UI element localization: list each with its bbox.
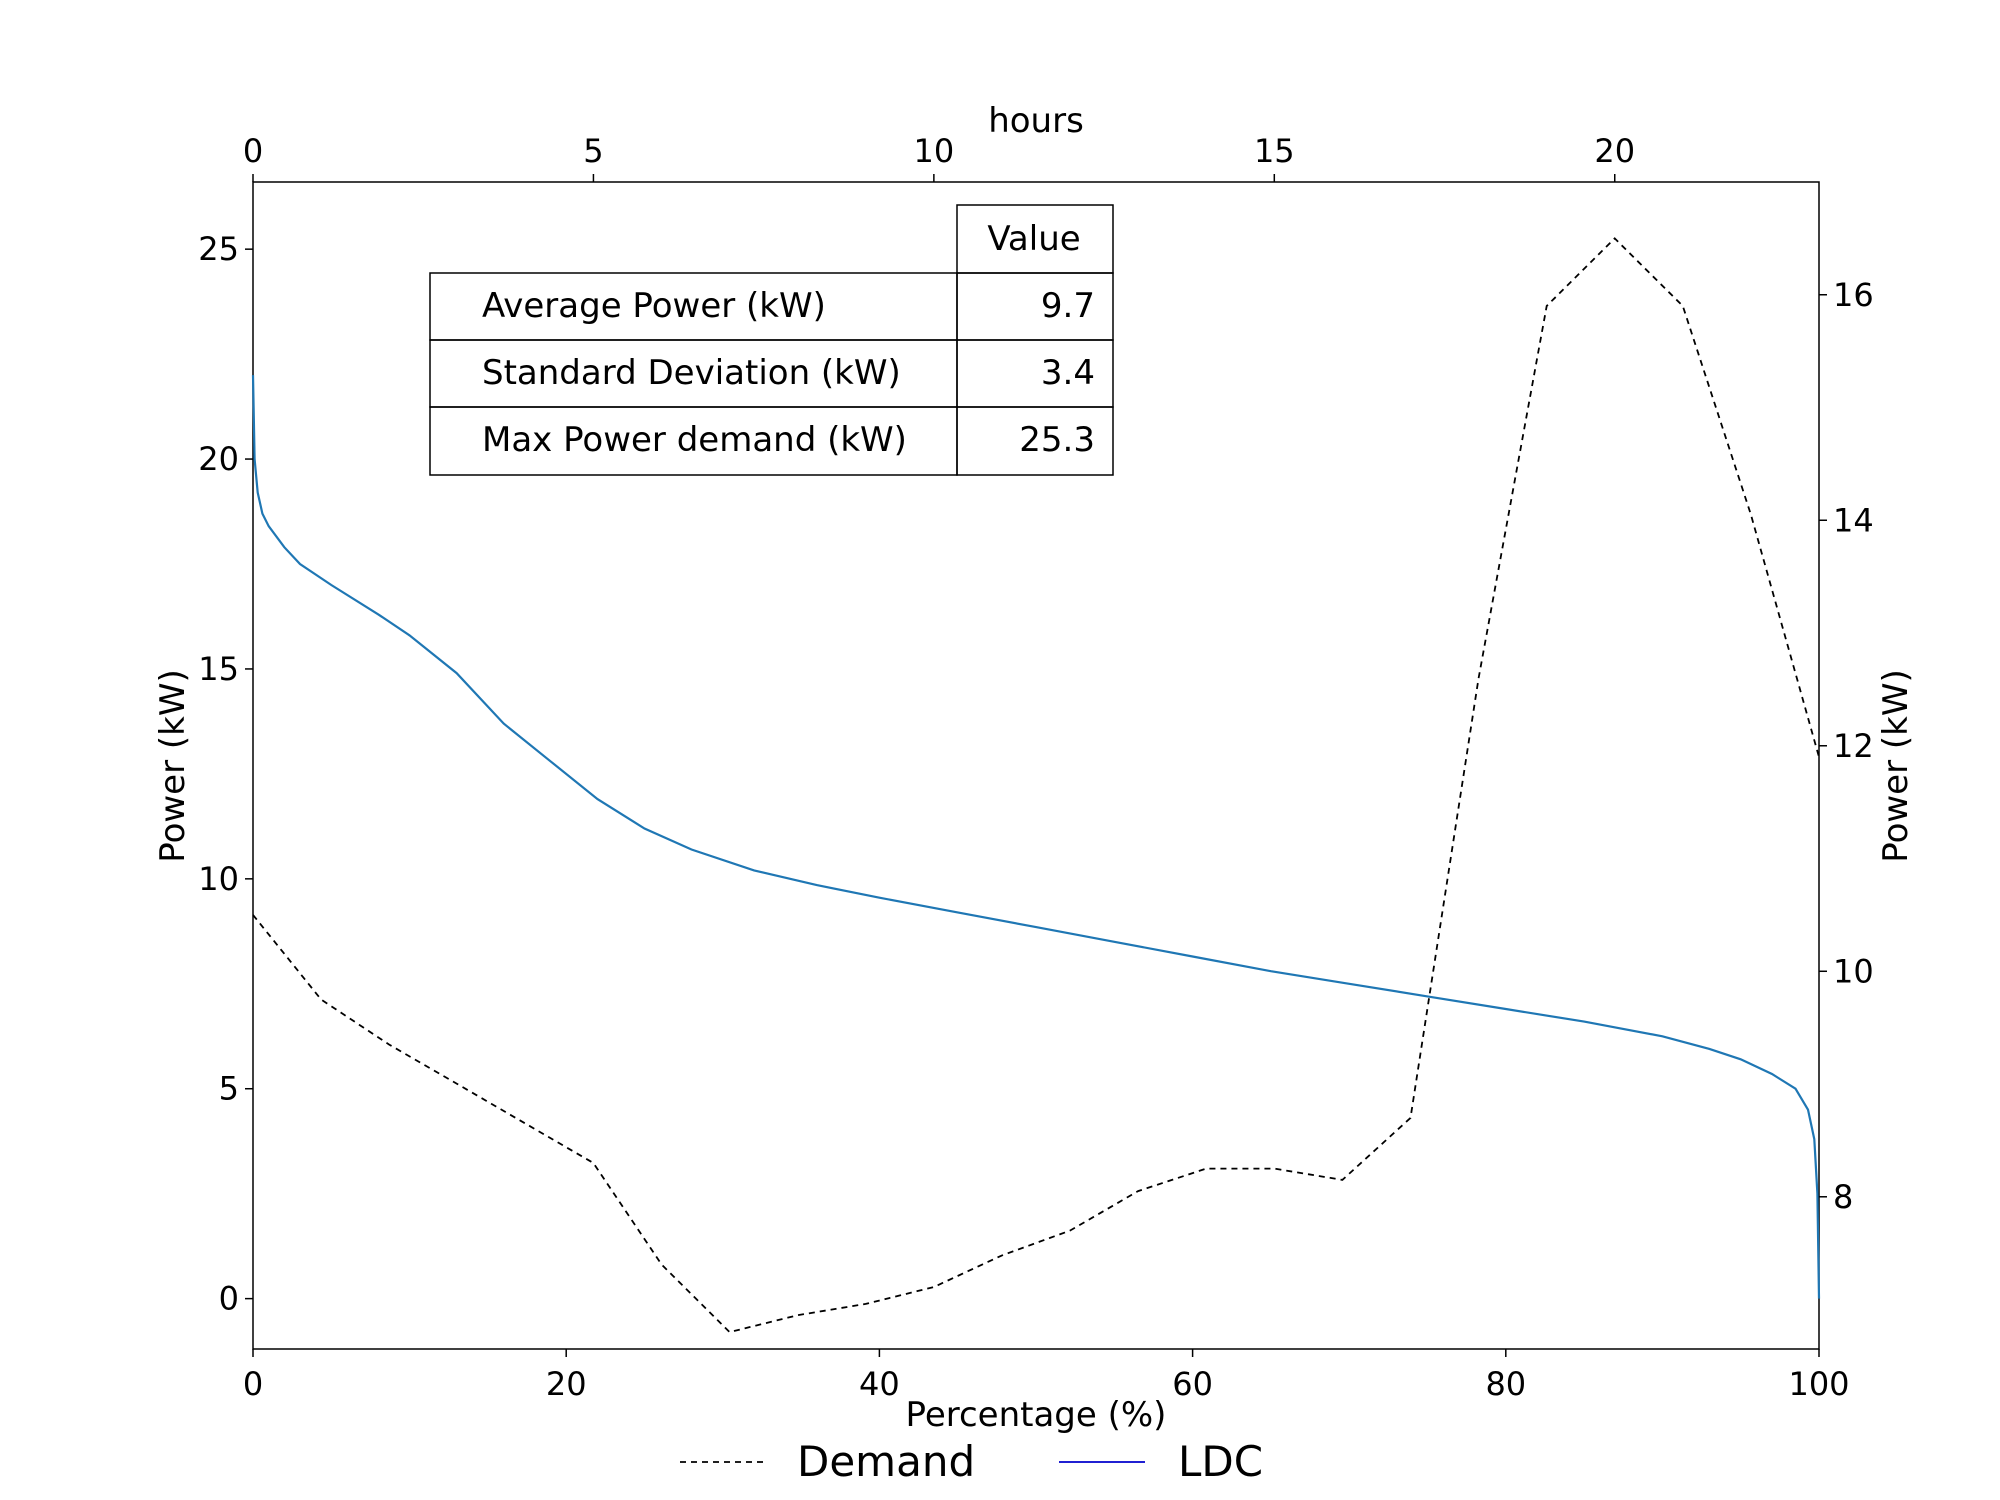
y-right-tick-label: 12 bbox=[1833, 727, 1874, 765]
y-left-tick-label: 25 bbox=[198, 230, 239, 268]
y-left-tick-label: 5 bbox=[219, 1070, 239, 1108]
x-top-tick-label: 10 bbox=[914, 132, 955, 170]
y-right-tick-label: 14 bbox=[1833, 501, 1874, 539]
y-left-axis-label: Power (kW) bbox=[153, 669, 193, 862]
x-top-axis-label: hours bbox=[988, 101, 1084, 141]
y-left-tick-label: 10 bbox=[198, 860, 239, 898]
demand-series bbox=[252, 237, 1820, 1334]
y-right-tick-label: 16 bbox=[1833, 276, 1874, 314]
x-bottom-tick-label: 0 bbox=[243, 1365, 263, 1403]
legend-ldc-label: LDC bbox=[1178, 1437, 1263, 1486]
x-bottom-ticks: 0 20 40 60 80 100 bbox=[243, 1349, 1850, 1403]
x-bottom-tick-label: 40 bbox=[859, 1365, 900, 1403]
y-right-tick-label: 10 bbox=[1833, 952, 1874, 990]
table-value-cell bbox=[956, 406, 1114, 476]
table-row-value: 25.3 bbox=[1019, 420, 1095, 460]
y-left-ticks: 0 5 10 15 20 25 bbox=[198, 230, 253, 1318]
ldc-series bbox=[251, 375, 1821, 1299]
table-row-value: 9.7 bbox=[1041, 286, 1095, 326]
x-bottom-tick-label: 60 bbox=[1172, 1365, 1213, 1403]
legend-demand-label: Demand bbox=[797, 1437, 975, 1486]
x-bottom-axis-label: Percentage (%) bbox=[906, 1395, 1167, 1435]
table-row-value: 3.4 bbox=[1041, 353, 1095, 393]
table-row-label: Standard Deviation (kW) bbox=[482, 353, 901, 393]
demand-line bbox=[252, 237, 1820, 1334]
x-top-tick-label: 15 bbox=[1254, 132, 1295, 170]
x-bottom-tick-label: 80 bbox=[1485, 1365, 1526, 1403]
table-header-label: Value bbox=[987, 219, 1080, 259]
y-left-tick-label: 0 bbox=[219, 1280, 239, 1318]
legend: Demand LDC bbox=[680, 1437, 1263, 1486]
x-bottom-tick-label: 100 bbox=[1788, 1365, 1849, 1403]
x-top-tick-label: 0 bbox=[243, 132, 263, 170]
x-top-tick-label: 20 bbox=[1594, 132, 1635, 170]
y-right-ticks: 8 10 12 14 16 bbox=[1819, 276, 1874, 1216]
y-right-axis-label: Power (kW) bbox=[1876, 669, 1916, 862]
plot-frame bbox=[252, 181, 1820, 1350]
x-top-ticks: 0 5 10 15 20 bbox=[243, 132, 1635, 182]
table-row-label: Average Power (kW) bbox=[482, 286, 826, 326]
y-left-tick-label: 20 bbox=[198, 440, 239, 478]
table-row-label: Max Power demand (kW) bbox=[482, 420, 907, 460]
ldc-line bbox=[251, 375, 1821, 1299]
y-right-tick-label: 8 bbox=[1833, 1178, 1853, 1216]
x-top-tick-label: 5 bbox=[583, 132, 603, 170]
stats-table: Value Average Power (kW) 9.7 Standard De… bbox=[429, 204, 1114, 476]
x-bottom-tick-label: 20 bbox=[546, 1365, 587, 1403]
y-left-tick-label: 15 bbox=[198, 650, 239, 688]
